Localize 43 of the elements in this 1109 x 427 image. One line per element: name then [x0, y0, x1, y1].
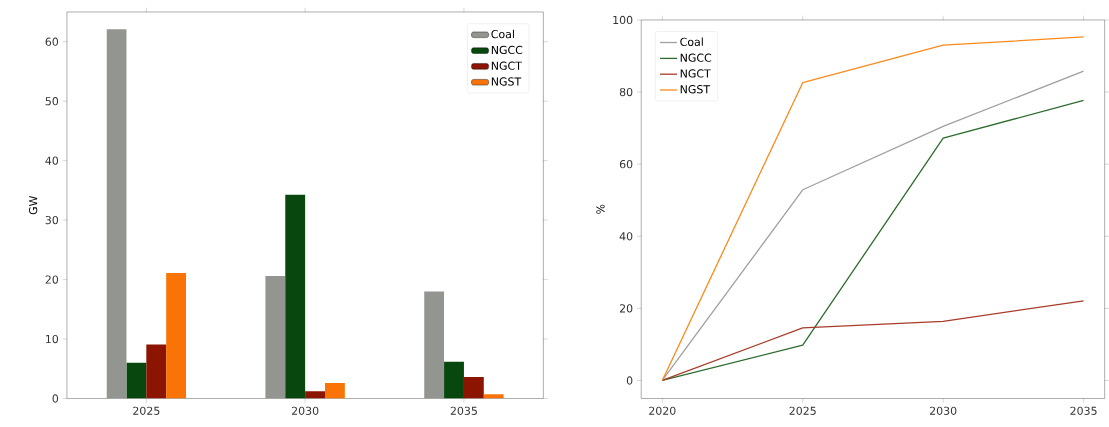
legend-label: NGST	[491, 77, 522, 86]
y-tick-label: 60	[45, 37, 59, 46]
legend-label: NGCC	[491, 45, 523, 54]
y-tick-label: 60	[619, 159, 633, 169]
y-tick-label: 20	[619, 304, 633, 313]
bar	[305, 391, 325, 399]
y-axis-title: %	[596, 204, 605, 214]
bar	[444, 361, 464, 399]
x-tick-label: 2035	[1070, 406, 1097, 415]
bar	[324, 382, 345, 399]
y-tick-label: 50	[45, 96, 59, 106]
y-tick-label: 100	[613, 15, 633, 24]
x-tick-label: 2020	[649, 406, 676, 415]
x-tick-label: 2035	[450, 406, 477, 415]
legend-label: NGCC	[680, 53, 712, 62]
y-tick-label: 20	[45, 275, 59, 284]
y-tick-label: 40	[619, 231, 633, 241]
y-tick-label: 30	[45, 215, 59, 225]
y-tick-label: 80	[619, 87, 633, 96]
legend-label: Coal	[680, 37, 703, 46]
bar	[483, 394, 504, 399]
x-tick-label: 2025	[789, 406, 816, 415]
line-series	[661, 299, 1085, 381]
y-tick-label: 0	[52, 394, 59, 403]
bar	[265, 275, 286, 399]
bar	[126, 362, 147, 399]
bar	[463, 376, 484, 399]
x-tick-label: 2030	[291, 406, 319, 415]
y-tick-label: 0	[626, 376, 633, 385]
bar	[166, 272, 187, 399]
legend-label: Coal	[491, 29, 514, 39]
y-tick-label: 10	[46, 334, 59, 343]
x-tick-label: 2025	[133, 406, 160, 415]
legend-label: NGCT	[680, 69, 711, 78]
bar	[106, 28, 127, 399]
legend-label: NGST	[680, 84, 711, 94]
y-axis-title: GW	[29, 195, 38, 215]
bar	[285, 194, 306, 399]
x-tick-label: 2030	[929, 406, 957, 415]
bar	[424, 291, 445, 399]
y-tick-label: 40	[45, 156, 59, 165]
bar	[146, 344, 167, 399]
legend-label: NGCT	[491, 61, 522, 70]
